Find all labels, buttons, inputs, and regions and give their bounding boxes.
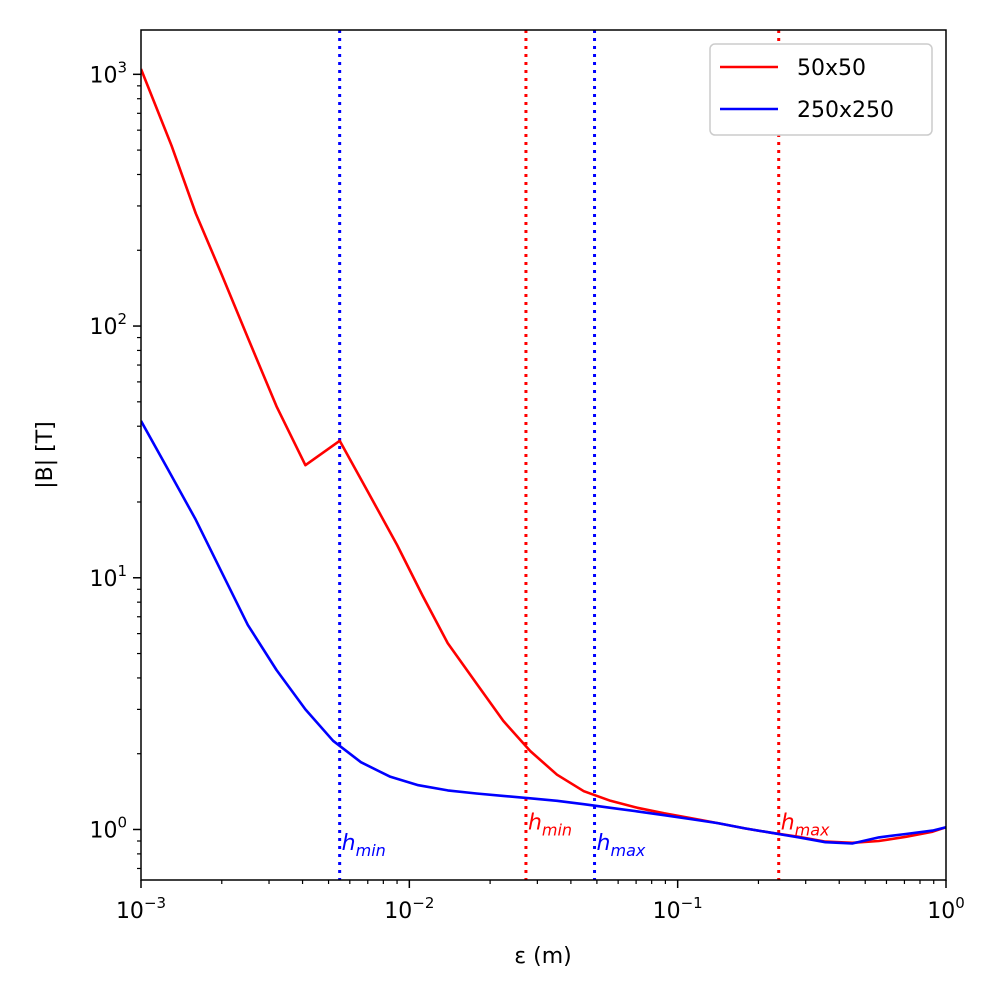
series-line-0 [141, 68, 946, 845]
y-tick-exp: 1 [117, 562, 127, 580]
x-tick-label: 100 [927, 894, 965, 924]
y-tick-label: 103 [89, 58, 127, 88]
x-tick-label: 10−1 [653, 894, 703, 924]
x-tick-base: 10 [384, 899, 412, 924]
vline-label-sub: max [610, 841, 645, 860]
y-tick-label: 102 [89, 310, 127, 340]
vline-label-sub: min [356, 841, 386, 860]
y-tick-base: 10 [89, 567, 117, 592]
x-axis-label: ε (m) [514, 944, 571, 969]
y-tick-exp: 0 [117, 813, 127, 831]
x-tick-exp: −2 [412, 894, 434, 912]
x-tick-exp: −1 [681, 894, 703, 912]
y-axis-label: |B| [T] [33, 421, 58, 489]
vline-label-base: h [342, 831, 356, 856]
x-tick-exp: −3 [144, 894, 166, 912]
y-tick-label: 100 [89, 813, 127, 843]
series-lines [141, 68, 946, 845]
y-tick-base: 10 [89, 818, 117, 843]
x-tick-label: 10−2 [384, 894, 434, 924]
legend: 50x50 250x250 [709, 43, 933, 136]
y-tick-exp: 3 [117, 58, 127, 76]
vline-label-max: hmax [781, 810, 830, 839]
x-tick-base: 10 [116, 899, 144, 924]
vline-label-base: h [597, 831, 611, 856]
y-tick-exp: 2 [117, 310, 127, 328]
series-line-1 [141, 420, 946, 845]
x-tick-base: 10 [927, 899, 955, 924]
y-tick-base: 10 [89, 63, 117, 88]
vline-label-min: hmin [528, 810, 572, 839]
x-tick-exp: 0 [955, 894, 965, 912]
y-tick-base: 10 [89, 315, 117, 340]
vline-label-sub: min [542, 820, 572, 839]
vline-label-max: hmax [597, 831, 646, 860]
y-tick-label: 101 [89, 562, 127, 592]
plot-frame [140, 29, 947, 881]
vline-label-min: hmin [342, 831, 386, 860]
vline-label-sub: max [795, 820, 830, 839]
vline-label-base: h [781, 810, 795, 835]
x-axis: 10−3 10−2 10−1 100 [116, 880, 965, 924]
x-tick-base: 10 [653, 899, 681, 924]
x-tick-label: 10−3 [116, 894, 166, 924]
reference-lines [338, 30, 781, 880]
legend-label-1: 250x250 [797, 98, 894, 123]
legend-label-0: 50x50 [797, 56, 866, 81]
vline-label-base: h [528, 810, 542, 835]
